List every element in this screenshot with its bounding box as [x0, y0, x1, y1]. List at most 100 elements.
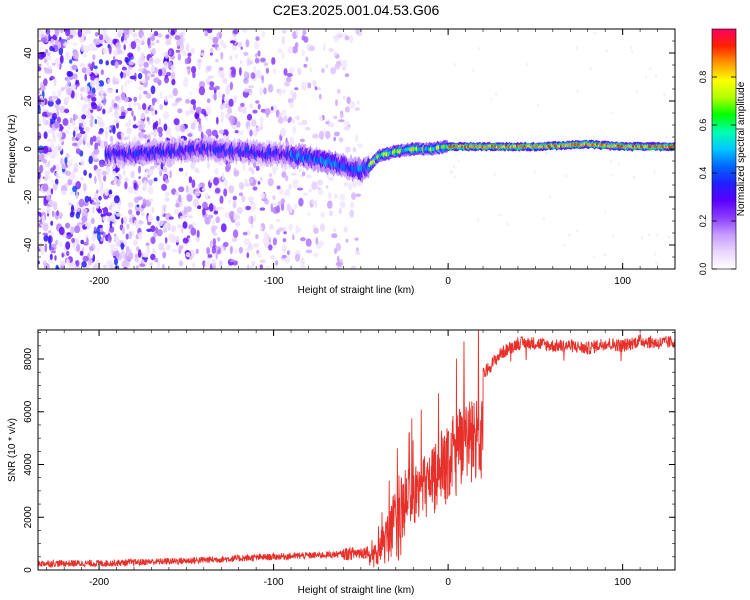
noise-speckle: [138, 165, 141, 174]
noise-speckle: [179, 245, 184, 250]
noise-speckle: [234, 214, 241, 221]
noise-speckle: [57, 63, 60, 69]
noise-speckle: [98, 160, 105, 168]
noise-speckle: [187, 52, 192, 57]
noise-speckle: [257, 252, 262, 258]
noise-speckle: [270, 106, 274, 111]
noise-speckle: [611, 111, 614, 115]
noise-speckle: [290, 136, 294, 146]
noise-speckle: [215, 216, 221, 224]
noise-speckle: [61, 165, 67, 170]
noise-speckle: [182, 52, 187, 57]
noise-speckle: [134, 220, 138, 226]
noise-speckle: [223, 96, 228, 102]
noise-speckle: [263, 87, 267, 95]
noise-speckle: [39, 85, 46, 91]
noise-speckle: [102, 108, 106, 115]
noise-speckle: [352, 147, 357, 153]
noise-speckle: [136, 44, 141, 53]
noise-speckle: [170, 72, 176, 81]
y-tick-label: 0: [23, 146, 34, 152]
noise-speckle: [108, 189, 113, 195]
noise-speckle: [145, 92, 152, 99]
noise-speckle: [73, 73, 78, 80]
noise-speckle: [272, 104, 278, 113]
noise-speckle: [126, 223, 130, 230]
noise-speckle: [171, 102, 178, 107]
noise-speckle: [255, 234, 259, 240]
noise-speckle: [449, 170, 453, 174]
noise-speckle: [61, 185, 68, 193]
noise-speckle: [112, 38, 118, 45]
noise-speckle: [325, 130, 331, 140]
noise-speckle: [74, 225, 81, 234]
noise-speckle: [228, 185, 235, 194]
noise-speckle: [333, 131, 340, 137]
noise-speckle: [92, 54, 96, 60]
noise-speckle: [65, 241, 71, 250]
noise-speckle: [275, 205, 281, 214]
noise-speckle: [231, 69, 236, 78]
noise-speckle: [338, 207, 342, 215]
noise-speckle: [252, 109, 258, 114]
noise-speckle: [346, 96, 351, 105]
noise-speckle: [452, 165, 456, 169]
noise-speckle: [97, 232, 101, 241]
noise-speckle: [323, 43, 326, 52]
noise-speckle: [137, 179, 142, 186]
noise-speckle: [60, 29, 64, 34]
noise-speckle: [50, 179, 55, 183]
noise-speckle: [120, 84, 124, 92]
noise-speckle: [43, 235, 49, 242]
noise-speckle: [54, 57, 62, 65]
noise-speckle: [122, 72, 127, 79]
noise-speckle: [187, 133, 193, 137]
noise-speckle: [309, 45, 315, 52]
noise-speckle: [617, 162, 621, 166]
noise-speckle: [95, 200, 100, 209]
noise-speckle: [653, 170, 656, 174]
noise-speckle: [192, 262, 196, 268]
noise-speckle: [319, 223, 326, 232]
noise-speckle: [53, 78, 57, 86]
noise-speckle: [301, 171, 306, 176]
noise-speckle: [168, 216, 174, 220]
noise-speckle: [236, 206, 243, 215]
noise-speckle: [48, 199, 54, 208]
noise-speckle: [144, 257, 148, 263]
noise-speckle: [112, 125, 116, 135]
noise-speckle: [294, 42, 299, 48]
noise-speckle: [175, 190, 179, 196]
noise-speckle: [68, 202, 72, 206]
noise-speckle: [124, 81, 128, 88]
noise-speckle: [38, 232, 41, 241]
noise-speckle: [70, 204, 75, 213]
noise-speckle: [229, 40, 236, 44]
noise-speckle: [284, 255, 291, 264]
noise-speckle: [337, 32, 343, 37]
snr-y-ticks: 0 2000 4000 6000 8000: [23, 332, 675, 573]
noise-speckle: [130, 170, 135, 179]
noise-speckle: [253, 243, 260, 248]
noise-speckle: [300, 258, 305, 264]
noise-speckle: [47, 259, 54, 263]
noise-speckle: [198, 86, 206, 96]
noise-speckle: [257, 181, 261, 185]
noise-speckle: [104, 187, 110, 196]
noise-speckle: [506, 222, 509, 226]
noise-speckle: [56, 111, 60, 116]
noise-speckle: [88, 99, 92, 108]
noise-speckle: [108, 204, 113, 211]
noise-speckle: [113, 235, 119, 241]
noise-speckle: [213, 92, 217, 101]
noise-speckle: [89, 121, 94, 128]
noise-speckle: [87, 91, 93, 95]
noise-speckle: [150, 236, 156, 245]
y-tick-label: -40: [23, 237, 34, 252]
noise-speckle: [70, 158, 74, 162]
noise-speckle: [219, 195, 224, 204]
noise-speckle: [298, 197, 304, 207]
noise-speckle: [57, 89, 62, 97]
noise-speckle: [189, 255, 193, 260]
noise-speckle: [150, 165, 155, 170]
